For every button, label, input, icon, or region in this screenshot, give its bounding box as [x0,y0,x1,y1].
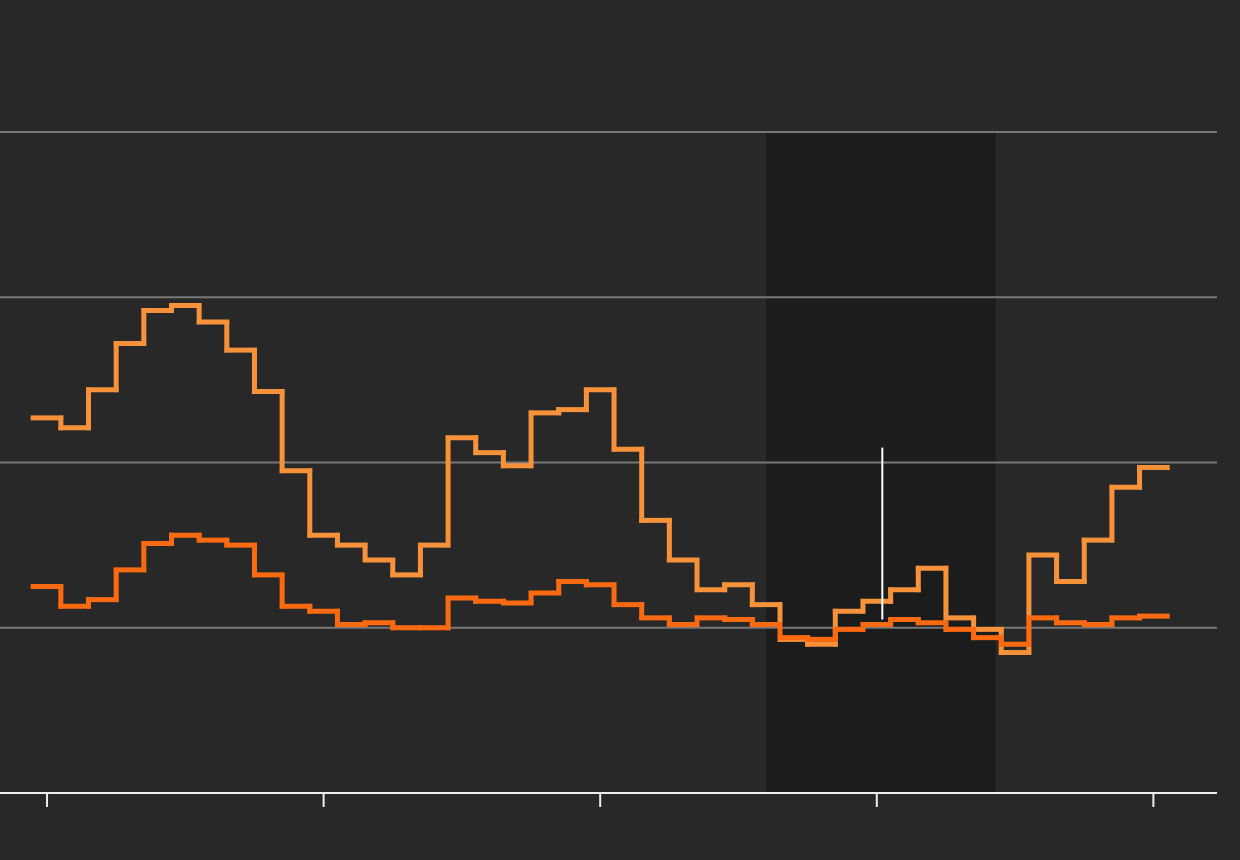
chart [0,131,1217,807]
page: {"chart_data": {"type": "line", "step": … [0,131,1217,807]
